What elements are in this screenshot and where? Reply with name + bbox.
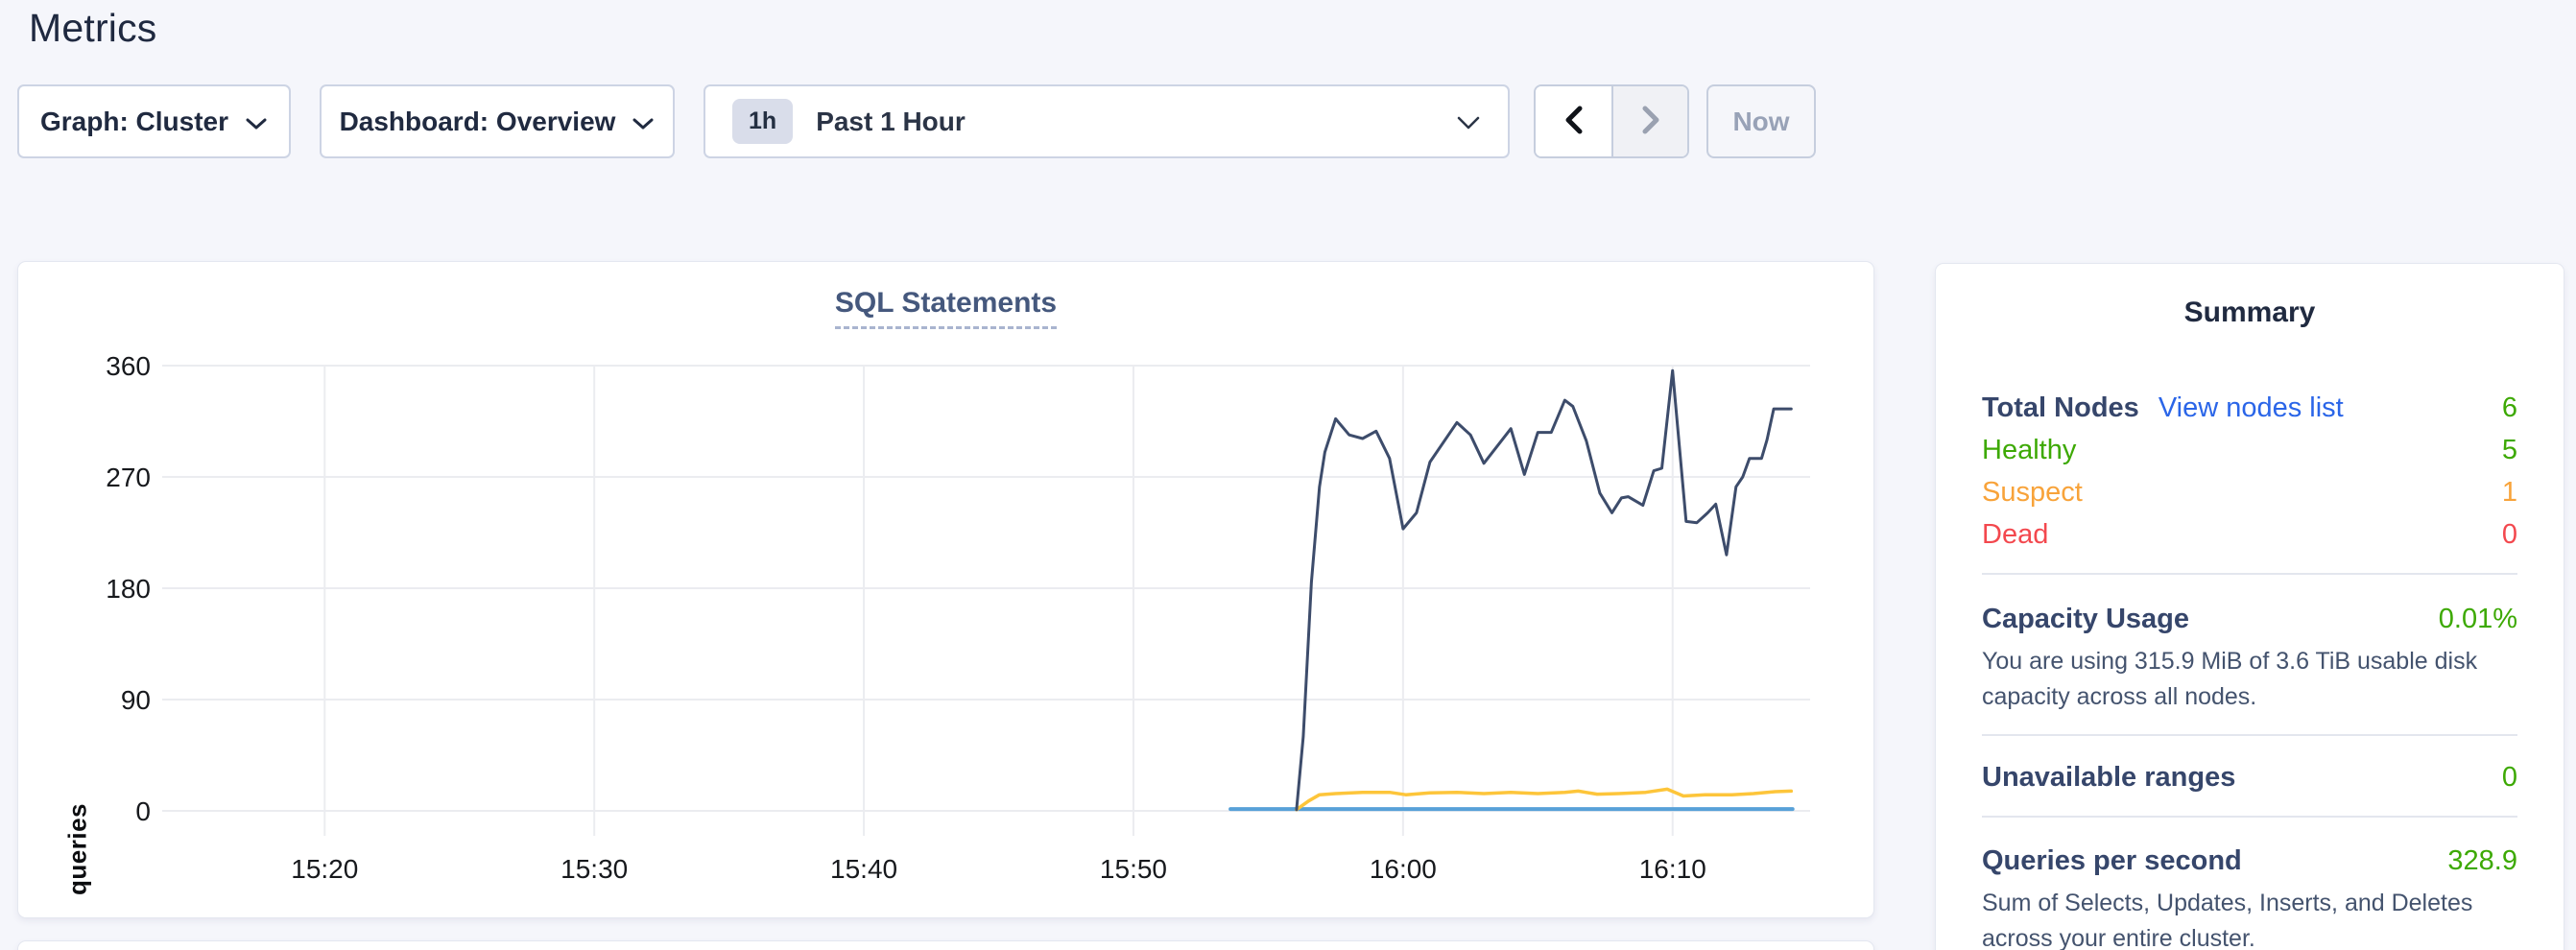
healthy-label: Healthy (1982, 435, 2077, 465)
x-tick-label-15:50: 15:50 (1100, 854, 1167, 884)
time-range-dropdown[interactable]: 1h Past 1 Hour (704, 84, 1510, 158)
chevron-down-icon (1456, 107, 1481, 137)
y-tick-label-90: 90 (121, 685, 151, 715)
capacity-usage-description: You are using 315.9 MiB of 3.6 TiB usabl… (1982, 648, 2478, 710)
series-line-yellow (1295, 787, 1794, 812)
time-range-label: Past 1 Hour (816, 106, 966, 136)
total-nodes-value: 6 (2501, 392, 2517, 423)
divider (1982, 734, 2517, 736)
divider (1982, 573, 2517, 575)
capacity-usage-block: Capacity Usage 0.01% You are using 315.9… (1982, 598, 2517, 715)
series-line-navy (1295, 368, 1793, 812)
y-tick-label-180: 180 (106, 574, 151, 604)
suspect-value: 1 (2501, 477, 2517, 508)
summary-panel: Summary Total Nodes View nodes list 6 He… (1935, 263, 2564, 950)
graph-dropdown[interactable]: Graph: Cluster (17, 84, 291, 158)
capacity-usage-value: 0.01% (2438, 604, 2517, 634)
next-chart-card (17, 940, 1874, 950)
suspect-nodes-row: Suspect 1 (1982, 471, 2517, 513)
unavailable-ranges-value: 0 (2501, 762, 2517, 793)
metrics-toolbar: Graph: Cluster Dashboard: Overview 1h Pa… (17, 84, 1816, 158)
y-tick-label-270: 270 (106, 463, 151, 492)
y-tick-label-0: 0 (135, 796, 151, 826)
x-tick-label-15:20: 15:20 (291, 854, 358, 884)
chevron-right-icon (1638, 104, 1663, 139)
x-tick-label-15:30: 15:30 (561, 854, 628, 884)
x-tick-label-15:40: 15:40 (830, 854, 897, 884)
node-status-rows: Total Nodes View nodes list 6 Healthy 5 … (1982, 387, 2517, 556)
sql-statements-chart-card: SQL Statements queries 0 90 180 270 360 15:20… (17, 261, 1874, 918)
chart-title-row: SQL Statements (18, 287, 1873, 329)
queries-per-second-description: Sum of Selects, Updates, Inserts, and De… (1982, 890, 2473, 950)
unavailable-ranges-label: Unavailable ranges (1982, 762, 2236, 793)
dashboard-dropdown-label: Dashboard: Overview (339, 106, 616, 136)
y-tick-label-360: 360 (106, 351, 151, 381)
dashboard-dropdown[interactable]: Dashboard: Overview (320, 84, 675, 158)
queries-per-second-label: Queries per second (1982, 845, 2242, 876)
chevron-down-icon (245, 107, 268, 137)
x-tick-label-16:00: 16:00 (1370, 854, 1437, 884)
dead-nodes-row: Dead 0 (1982, 513, 2517, 556)
page-title: Metrics (29, 6, 157, 50)
now-button[interactable]: Now (1706, 84, 1816, 158)
graph-dropdown-label: Graph: Cluster (39, 106, 229, 136)
time-pager (1534, 84, 1689, 158)
suspect-label: Suspect (1982, 477, 2083, 508)
chevron-left-icon (1562, 104, 1586, 139)
chevron-down-icon (632, 107, 655, 137)
total-nodes-row: Total Nodes View nodes list 6 (1982, 387, 2517, 429)
dead-label: Dead (1982, 519, 2049, 550)
unavailable-ranges-block: Unavailable ranges 0 (1982, 756, 2517, 798)
time-back-button[interactable] (1536, 86, 1611, 156)
x-tick-label-16:10: 16:10 (1639, 854, 1706, 884)
divider (1982, 816, 2517, 818)
healthy-value: 5 (2501, 435, 2517, 465)
view-nodes-link[interactable]: View nodes list (2158, 392, 2344, 423)
healthy-nodes-row: Healthy 5 (1982, 429, 2517, 471)
summary-title: Summary (2183, 297, 2316, 328)
chart-title[interactable]: SQL Statements (834, 287, 1058, 329)
dead-value: 0 (2501, 519, 2517, 550)
time-range-badge: 1h (732, 99, 794, 144)
time-forward-button[interactable] (1611, 86, 1687, 156)
total-nodes-label: Total Nodes (1982, 392, 2139, 423)
queries-per-second-block: Queries per second 328.9 Sum of Selects,… (1982, 840, 2517, 950)
capacity-usage-label: Capacity Usage (1982, 604, 2189, 634)
sql-statements-plot: 0 90 180 270 360 15:20 15:30 15:40 15:50 16:00 16:… (106, 351, 1810, 884)
queries-per-second-value: 328.9 (2447, 845, 2517, 876)
